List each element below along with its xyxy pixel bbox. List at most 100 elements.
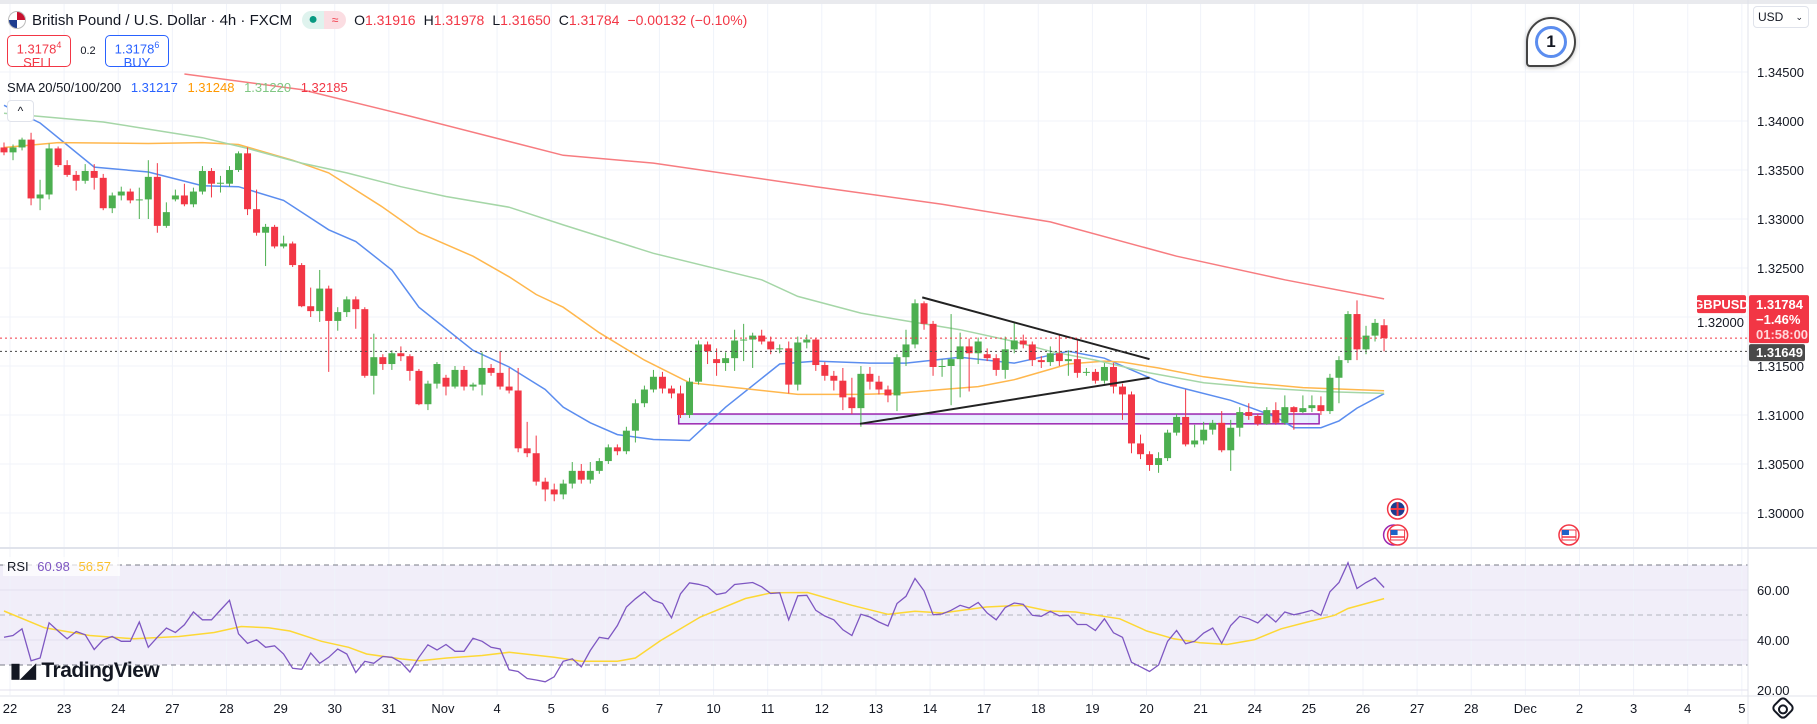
candle-body	[1001, 349, 1009, 370]
candle	[586, 462, 594, 484]
candle	[153, 163, 161, 233]
candle-body	[1371, 322, 1379, 336]
candle-body	[478, 367, 486, 385]
candle	[631, 399, 639, 443]
candle-body	[1173, 416, 1181, 433]
uk-flag-icon[interactable]	[1386, 498, 1409, 520]
market-status-pill[interactable]: ● ≈	[302, 11, 347, 29]
candle	[207, 168, 215, 198]
candle	[289, 241, 297, 268]
spread-value: 0.2	[80, 45, 96, 57]
sma100-value: 1.31220	[244, 80, 292, 95]
candle	[307, 287, 315, 317]
candle	[704, 341, 712, 365]
sma-legend[interactable]: SMA 20/50/100/200 1.31217 1.31248 1.3122…	[7, 80, 354, 95]
candle-body	[45, 148, 53, 195]
buy-button[interactable]: 1.31786 BUY	[105, 35, 169, 71]
symbol-legend: British Pound / U.S. Dollar · 4h · FXCM …	[8, 11, 747, 29]
candle-body	[785, 348, 793, 385]
candle-body	[550, 489, 558, 495]
candle-body	[631, 403, 639, 431]
rsi-legend[interactable]: RSI 60.98 56.57	[3, 557, 121, 576]
price-axis-label: 1.30000	[1757, 506, 1804, 521]
candle	[1353, 300, 1361, 361]
candle	[920, 301, 928, 330]
candle	[433, 362, 441, 389]
candle-body	[1308, 405, 1316, 409]
candle-body	[929, 323, 937, 367]
candle-body	[1209, 422, 1217, 430]
candle-body	[875, 381, 883, 390]
buy-label: BUY	[123, 55, 151, 71]
time-axis-label: 3	[1630, 701, 1637, 716]
time-axis-label: 21	[1193, 701, 1207, 716]
time-axis-label: 12	[815, 701, 829, 716]
candle	[1010, 322, 1018, 354]
time-axis-label: 20	[1139, 701, 1153, 716]
time-axis-label: 24	[111, 701, 125, 716]
candle-body	[586, 470, 594, 480]
candle	[983, 348, 991, 362]
candle-body	[713, 359, 721, 364]
candle-body	[1290, 407, 1298, 413]
candle-body	[1353, 314, 1361, 350]
candle-body	[640, 389, 648, 404]
candle-body	[99, 177, 107, 209]
price-change: −0.00132 (−0.10%)	[627, 12, 748, 28]
tradingview-mark-icon: ▮◢	[10, 660, 36, 682]
candle-body	[343, 299, 351, 313]
candle	[424, 380, 432, 411]
us-flag-icon[interactable]	[1558, 524, 1580, 546]
sell-button[interactable]: 1.31784 SELL	[7, 35, 71, 70]
time-axis-label: 7	[656, 701, 663, 716]
candle-body	[1245, 412, 1253, 416]
candle	[1272, 402, 1280, 425]
candle	[18, 137, 26, 151]
open-value: 1.31916	[364, 12, 416, 28]
candle	[1082, 367, 1090, 376]
candle-body	[117, 191, 125, 196]
candle-body	[884, 389, 892, 396]
candle-body	[289, 243, 297, 266]
candle	[1037, 356, 1045, 368]
ohlc-open: O1.31916	[354, 12, 416, 28]
candle	[388, 350, 396, 370]
candle	[1281, 395, 1289, 425]
currency-dropdown[interactable]: USD ⌄	[1753, 6, 1809, 28]
open-label: O	[354, 12, 365, 28]
candle-body	[649, 376, 657, 390]
candle	[713, 348, 721, 376]
collapse-legend-button[interactable]: ^	[7, 100, 34, 122]
triangle-lower-trendline	[859, 376, 1150, 425]
gbp-usd-flag-icon	[8, 11, 26, 29]
alert-badge[interactable]: 1	[1526, 17, 1576, 67]
candle	[99, 173, 107, 211]
price-axis-label: 1.34500	[1757, 65, 1804, 80]
candle	[1362, 325, 1370, 355]
candle-body	[1182, 416, 1190, 445]
candle	[848, 377, 856, 415]
candle-body	[90, 170, 98, 178]
candle-body	[1146, 454, 1154, 465]
candle-body	[108, 195, 116, 209]
trade-panel: 1.31784 SELL 0.2 1.31786 BUY	[7, 35, 169, 71]
candle-body	[658, 376, 666, 389]
candle-body	[9, 147, 17, 153]
candle	[415, 368, 423, 406]
candle	[1200, 421, 1208, 445]
candle-body	[595, 461, 603, 471]
us-flag-icon[interactable]	[1382, 524, 1409, 546]
candle-body	[722, 358, 730, 364]
candle	[244, 147, 252, 216]
candle	[505, 367, 513, 394]
candle	[577, 464, 585, 484]
symbol-title[interactable]: British Pound / U.S. Dollar · 4h · FXCM	[32, 11, 293, 29]
close-label: C	[558, 12, 569, 28]
candle	[821, 362, 829, 381]
candle	[189, 187, 197, 208]
time-axis-label: Nov	[431, 701, 455, 716]
candle-body	[1100, 366, 1108, 381]
tradingview-logo[interactable]: ▮◢ TradingView	[10, 658, 160, 683]
candle-body	[1236, 412, 1244, 428]
